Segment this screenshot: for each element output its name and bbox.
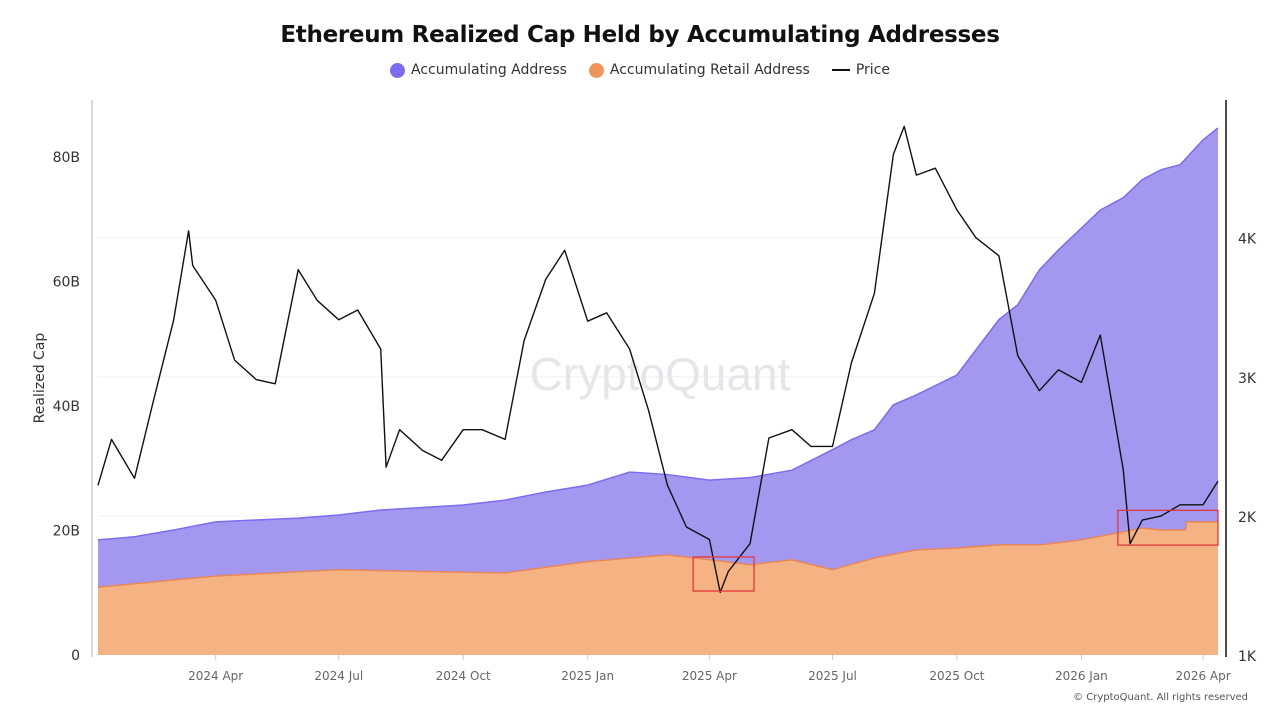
copyright-footer: © CryptoQuant. All rights reserved <box>1073 692 1248 703</box>
y-tick-label: 20B <box>53 524 80 540</box>
x-tick-label: 2025 Oct <box>929 669 984 683</box>
watermark: CryptoQuant <box>530 348 791 400</box>
area-accumulating-retail-address <box>98 521 1218 655</box>
y-right-tick-label: 3K <box>1238 371 1257 387</box>
x-tick-label: 2026 Apr <box>1176 669 1231 683</box>
legend-label: Accumulating Address <box>410 62 567 78</box>
legend-marker-purple <box>389 62 405 78</box>
price-line <box>97 125 1219 594</box>
legend-item-accumulating-address[interactable]: Accumulating Address <box>389 62 567 78</box>
x-tick-label: 2026 Jan <box>1055 669 1108 683</box>
x-tick-label: 2025 Apr <box>682 669 737 683</box>
area-accumulating-address <box>98 128 1218 655</box>
x-tick-label: 2025 Jul <box>808 669 857 683</box>
y-tick-label: 80B <box>53 150 80 166</box>
y-tick-label: 0 <box>71 648 80 664</box>
y-right-tick-label: 2K <box>1238 510 1257 526</box>
legend-item-price[interactable]: Price <box>831 62 890 78</box>
x-tick-label: 2024 Apr <box>188 669 243 683</box>
legend-marker-orange <box>588 62 604 78</box>
y-axis-title: Realized Cap <box>32 333 48 424</box>
area-edge-accumulating-address <box>97 127 1219 541</box>
y-tick-label: 60B <box>53 275 80 291</box>
area-edge-accumulating-retail-address <box>97 521 1218 588</box>
legend-item-accumulating-retail-address[interactable]: Accumulating Retail Address <box>588 62 810 78</box>
legend-label: Accumulating Retail Address <box>609 62 810 78</box>
legend: Accumulating Address Accumulating Retail… <box>0 62 1280 78</box>
legend-label: Price <box>855 62 890 78</box>
y-right-tick-label: 1K <box>1238 649 1257 665</box>
legend-marker-line <box>831 69 850 71</box>
x-tick-label: 2024 Jul <box>314 669 363 683</box>
highlight-box <box>1117 509 1219 546</box>
x-tick-label: 2024 Oct <box>436 669 491 683</box>
y-tick-label: 40B <box>53 399 80 415</box>
chart-title: Ethereum Realized Cap Held by Accumulati… <box>280 22 1000 48</box>
y-right-tick-label: 4K <box>1238 232 1257 248</box>
x-tick-label: 2025 Jan <box>561 669 614 683</box>
highlight-box <box>692 556 755 592</box>
